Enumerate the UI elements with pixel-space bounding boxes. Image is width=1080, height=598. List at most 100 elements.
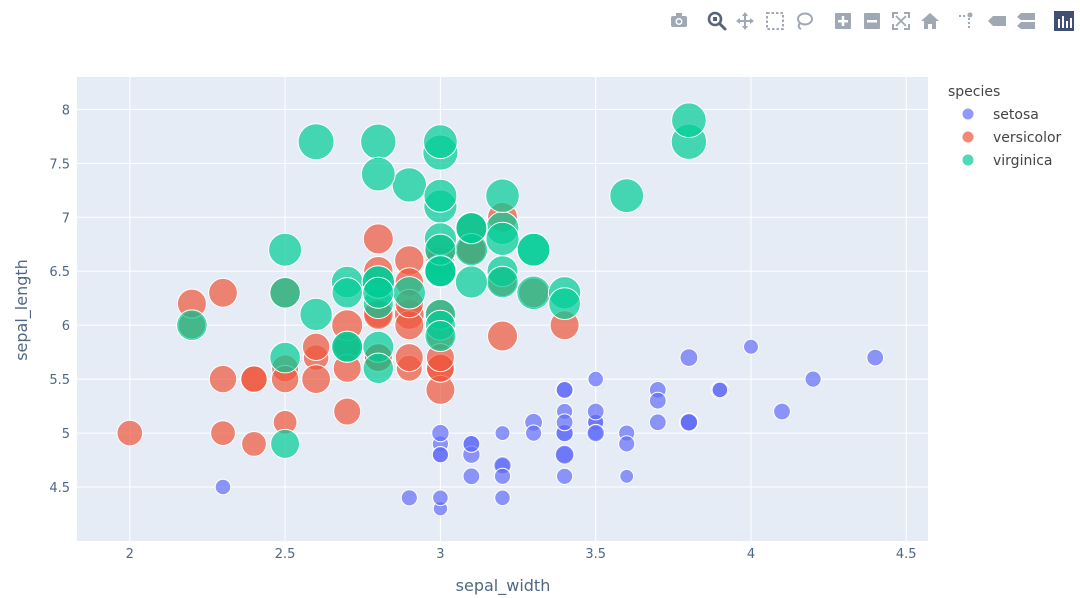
point-setosa[interactable]	[554, 444, 575, 465]
hover-closest-button[interactable]	[986, 10, 1008, 32]
point-setosa[interactable]	[587, 370, 605, 388]
point-setosa[interactable]	[493, 467, 512, 485]
point-setosa[interactable]	[586, 402, 605, 421]
point-versicolor[interactable]	[487, 320, 518, 352]
point-setosa[interactable]	[648, 391, 667, 410]
point-setosa[interactable]	[432, 489, 449, 507]
box-select-button[interactable]	[764, 10, 786, 32]
point-virginica[interactable]	[270, 428, 301, 459]
point-virginica[interactable]	[454, 265, 488, 299]
point-virginica[interactable]	[299, 297, 333, 332]
plotly-logo-button[interactable]	[1053, 10, 1075, 32]
point-setosa[interactable]	[679, 348, 699, 368]
point-versicolor[interactable]	[301, 332, 331, 361]
point-setosa[interactable]	[618, 435, 636, 453]
autoscale-button[interactable]	[890, 10, 912, 32]
point-virginica[interactable]	[671, 102, 707, 138]
point-virginica[interactable]	[486, 265, 519, 299]
zoom-icon	[707, 11, 727, 31]
point-virginica[interactable]	[362, 276, 395, 309]
point-virginica[interactable]	[269, 341, 301, 374]
point-setosa[interactable]	[556, 467, 574, 485]
point-setosa[interactable]	[711, 381, 729, 399]
point-virginica[interactable]	[392, 276, 426, 310]
point-virginica[interactable]	[423, 124, 458, 160]
point-virginica[interactable]	[391, 167, 427, 203]
legend: species setosa versicolor virginica	[948, 84, 1062, 169]
point-virginica[interactable]	[269, 277, 301, 309]
point-virginica[interactable]	[455, 212, 488, 245]
point-setosa[interactable]	[773, 402, 791, 421]
point-virginica[interactable]	[516, 275, 551, 311]
legend-item-versicolor[interactable]: versicolor	[961, 130, 1062, 146]
point-setosa[interactable]	[494, 489, 511, 507]
point-virginica[interactable]	[423, 178, 458, 213]
point-setosa[interactable]	[743, 338, 759, 355]
point-virginica[interactable]	[268, 232, 303, 267]
legend-item-virginica[interactable]: virginica	[961, 153, 1053, 169]
point-virginica[interactable]	[360, 123, 397, 160]
legend-marker	[961, 107, 975, 121]
x-tick-label: 3.5	[585, 547, 606, 562]
point-versicolor[interactable]	[208, 364, 238, 394]
point-setosa[interactable]	[494, 425, 511, 442]
point-virginica[interactable]	[331, 330, 364, 363]
point-virginica[interactable]	[331, 277, 363, 309]
y-axis-title: sepal_length	[12, 259, 32, 361]
legend-label: virginica	[993, 153, 1053, 169]
point-versicolor[interactable]	[116, 419, 144, 447]
point-virginica[interactable]	[485, 178, 520, 213]
point-setosa[interactable]	[619, 468, 635, 484]
point-virginica[interactable]	[485, 221, 520, 256]
hover-compare-button[interactable]	[1015, 10, 1037, 32]
x-axis-ticks: 2 2.5 3 3.5 4 4.5	[126, 547, 917, 562]
hover-closest-icon	[988, 16, 1006, 26]
pan-icon	[736, 12, 754, 30]
point-virginica[interactable]	[424, 255, 457, 288]
data-points	[116, 102, 885, 517]
point-virginica[interactable]	[297, 123, 335, 161]
point-virginica[interactable]	[609, 178, 645, 214]
point-setosa[interactable]	[462, 467, 481, 486]
point-setosa[interactable]	[525, 424, 543, 442]
point-setosa[interactable]	[555, 381, 574, 399]
point-versicolor[interactable]	[210, 420, 236, 447]
point-setosa[interactable]	[462, 435, 481, 453]
zoom-in-button[interactable]	[832, 10, 854, 32]
point-setosa[interactable]	[679, 413, 699, 432]
legend-item-setosa[interactable]: setosa	[961, 107, 1039, 123]
point-virginica[interactable]	[360, 156, 396, 192]
zoom-out-button[interactable]	[861, 10, 883, 32]
point-virginica[interactable]	[362, 352, 394, 384]
camera-button[interactable]	[668, 10, 690, 32]
point-setosa[interactable]	[866, 348, 885, 367]
modebar	[0, 10, 1080, 34]
point-versicolor[interactable]	[333, 397, 362, 426]
point-setosa[interactable]	[586, 423, 605, 443]
point-setosa[interactable]	[431, 423, 450, 443]
point-setosa[interactable]	[431, 446, 449, 464]
y-tick-label: 4.5	[49, 481, 70, 496]
y-axis-ticks: 4.5 5 5.5 6 6.5 7 7.5 8	[49, 103, 70, 496]
spike-lines-button[interactable]	[954, 10, 976, 32]
point-setosa[interactable]	[804, 370, 822, 388]
point-versicolor[interactable]	[394, 343, 424, 373]
point-versicolor[interactable]	[362, 223, 394, 255]
point-versicolor[interactable]	[241, 431, 267, 457]
point-virginica[interactable]	[516, 232, 551, 267]
point-setosa[interactable]	[214, 478, 232, 496]
reset-axes-button[interactable]	[919, 10, 941, 32]
point-virginica[interactable]	[548, 287, 581, 321]
point-versicolor[interactable]	[208, 277, 238, 308]
point-setosa[interactable]	[400, 489, 418, 507]
zoom-button[interactable]	[706, 10, 728, 32]
pan-button[interactable]	[734, 10, 756, 32]
point-setosa[interactable]	[648, 413, 667, 432]
point-versicolor[interactable]	[240, 365, 268, 393]
point-virginica[interactable]	[176, 309, 208, 342]
lasso-button[interactable]	[793, 10, 815, 32]
point-versicolor[interactable]	[301, 364, 332, 395]
point-setosa[interactable]	[555, 413, 574, 432]
point-virginica[interactable]	[424, 320, 457, 352]
